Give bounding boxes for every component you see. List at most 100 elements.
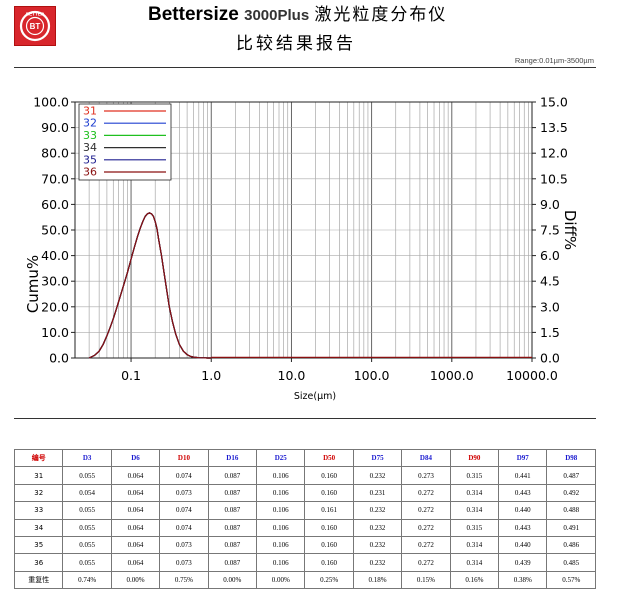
table-header-D50: D50 bbox=[304, 448, 354, 468]
y-right-tick-label: 6.0 bbox=[540, 248, 560, 263]
report-subtitle: 比较结果报告 bbox=[236, 34, 356, 54]
table-cell: 0.087 bbox=[207, 553, 258, 572]
table-cell: 0.055 bbox=[62, 466, 112, 485]
table-cell: 0.054 bbox=[62, 483, 112, 503]
table-cell: 0.087 bbox=[207, 501, 258, 520]
table-cell: 0.160 bbox=[304, 535, 354, 555]
x-tick-label: 1000.0 bbox=[430, 368, 474, 383]
table-cell: 0.487 bbox=[546, 466, 596, 485]
table-cell: 0.16% bbox=[449, 570, 500, 590]
table-cell: 0.00% bbox=[110, 570, 161, 590]
table-cell: 34 bbox=[13, 518, 64, 537]
measurement-range: Range:0.01µm-3500µm bbox=[514, 56, 594, 65]
table-cell: 0.57% bbox=[546, 570, 596, 590]
table-cell: 0.055 bbox=[62, 535, 112, 555]
table-row: 33 0.055 0.064 0.074 0.087 0.106 0.161 0.232 0.2… bbox=[13, 501, 596, 520]
y-right-tick-label: 10.5 bbox=[540, 171, 568, 186]
table-cell: 0.25% bbox=[304, 570, 354, 590]
y-right-tick-label: 4.5 bbox=[540, 274, 560, 289]
table-cell: 0.314 bbox=[449, 501, 500, 520]
table-cell: 0.074 bbox=[159, 518, 209, 537]
table-cell: 0.073 bbox=[159, 535, 209, 555]
legend-label-34: 34 bbox=[83, 141, 97, 154]
table-header-D25: D25 bbox=[256, 448, 306, 468]
table-row: 32 0.054 0.064 0.073 0.087 0.106 0.160 0.231 0.2… bbox=[13, 483, 596, 503]
table-header-D75: D75 bbox=[352, 448, 403, 468]
table-row: 31 0.055 0.064 0.074 0.087 0.106 0.160 0.232 0.2… bbox=[13, 466, 596, 485]
table-cell: 32 bbox=[13, 483, 64, 503]
y-left-tick-label: 30.0 bbox=[41, 274, 69, 289]
table-cell: 0.087 bbox=[207, 466, 258, 485]
table-cell: 0.440 bbox=[498, 535, 548, 555]
table-cell: 31 bbox=[13, 466, 64, 485]
table-cell: 0.064 bbox=[110, 466, 161, 485]
table-header-row: 编号 D3 D6 D10 D16 D25 D50 D75 D84 D90 D97 D98 bbox=[13, 448, 596, 468]
legend-label-32: 32 bbox=[83, 117, 97, 130]
x-tick-label: 0.1 bbox=[121, 368, 141, 383]
header-divider bbox=[14, 67, 596, 68]
y-left-tick-label: 90.0 bbox=[41, 120, 69, 135]
table-cell: 0.160 bbox=[304, 466, 354, 485]
logo-ring-text: BETTER bbox=[26, 12, 45, 17]
table-cell: 0.273 bbox=[401, 466, 451, 485]
table-cell: 0.00% bbox=[256, 570, 306, 590]
table-cell: 0.064 bbox=[110, 553, 161, 572]
results-table: 编号 D3 D6 D10 D16 D25 D50 D75 D84 D90 D97 D98 31 0.05… bbox=[13, 448, 596, 590]
table-cell: 0.087 bbox=[207, 518, 258, 537]
table-cell: 0.439 bbox=[498, 553, 548, 572]
y-left-tick-label: 70.0 bbox=[41, 171, 69, 186]
table-cell: 0.443 bbox=[498, 518, 548, 537]
report-title: Bettersize 3000Plus 激光粒度分布仪 bbox=[148, 0, 447, 26]
y-left-tick-label: 80.0 bbox=[41, 146, 69, 161]
table-cell: 0.160 bbox=[304, 518, 354, 537]
table-cell: 0.064 bbox=[110, 518, 161, 537]
table-cell: 0.064 bbox=[110, 483, 161, 503]
table-cell: 0.441 bbox=[498, 466, 548, 485]
table-cell: 0.106 bbox=[256, 553, 306, 572]
table-row: 重复性 0.74% 0.00% 0.75% 0.00% 0.00% 0.25% 0.18% 0.… bbox=[13, 570, 596, 590]
table-cell: 0.485 bbox=[546, 553, 596, 572]
table-cell: 0.272 bbox=[401, 518, 451, 537]
table-cell: 0.087 bbox=[207, 535, 258, 555]
y-right-tick-label: 12.0 bbox=[540, 146, 568, 161]
legend-label-31: 31 bbox=[83, 105, 97, 118]
table-cell: 0.064 bbox=[110, 501, 161, 520]
table-cell: 0.074 bbox=[159, 466, 209, 485]
series-line-31 bbox=[88, 212, 212, 359]
table-cell: 0.087 bbox=[207, 483, 258, 503]
brand-name: Bettersize bbox=[148, 4, 239, 25]
table-header-D6: D6 bbox=[110, 448, 161, 468]
y-left-tick-label: 40.0 bbox=[41, 248, 69, 263]
table-cell: 0.75% bbox=[159, 570, 209, 590]
legend-label-33: 33 bbox=[83, 129, 97, 142]
table-cell: 0.314 bbox=[449, 553, 500, 572]
model-name: 3000Plus bbox=[244, 7, 310, 24]
table-cell: 33 bbox=[13, 501, 64, 520]
y-axis-right-label: Diff% bbox=[561, 210, 579, 250]
table-cell: 0.443 bbox=[498, 483, 548, 503]
table-cell: 0.15% bbox=[401, 570, 451, 590]
table-cell: 0.106 bbox=[256, 483, 306, 503]
table-cell: 35 bbox=[13, 535, 64, 555]
table-cell: 0.272 bbox=[401, 535, 451, 555]
table-cell: 0.491 bbox=[546, 518, 596, 537]
y-axis-left-label: Cumu% bbox=[24, 255, 42, 313]
bettersize-logo: BETTER BT bbox=[14, 6, 56, 46]
table-header-编号: 编号 bbox=[13, 448, 64, 468]
particle-size-chart: 100.0 90.0 80.0 70.0 60.0 50.0 40.0 30.0 20.0 10.… bbox=[24, 95, 579, 403]
table-cell: 0.272 bbox=[401, 501, 451, 520]
table-cell: 0.315 bbox=[449, 518, 500, 537]
legend-label-36: 36 bbox=[83, 166, 97, 179]
x-tick-label: 100.0 bbox=[354, 368, 390, 383]
instrument-name: 激光粒度分布仪 bbox=[314, 5, 448, 25]
table-header-D3: D3 bbox=[62, 448, 112, 468]
table-cell: 0.160 bbox=[304, 553, 354, 572]
table-cell: 0.106 bbox=[256, 535, 306, 555]
table-header-D10: D10 bbox=[159, 448, 209, 468]
table-cell: 0.106 bbox=[256, 466, 306, 485]
series-line-36 bbox=[88, 212, 212, 359]
table-cell: 0.272 bbox=[401, 483, 451, 503]
table-cell: 0.160 bbox=[304, 483, 354, 503]
y-right-tick-label: 15.0 bbox=[540, 95, 568, 110]
